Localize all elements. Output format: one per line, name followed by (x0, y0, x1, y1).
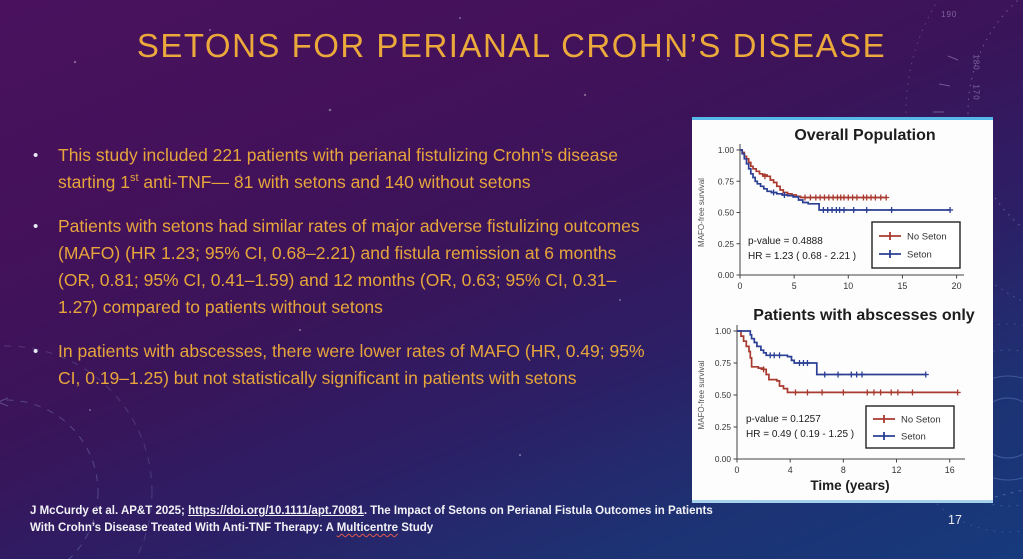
spellcheck-word: Multicentre (336, 522, 399, 534)
svg-text:MAFO-free survival: MAFO-free survival (697, 360, 706, 429)
svg-text:0: 0 (735, 465, 740, 475)
svg-text:0.50: 0.50 (718, 208, 735, 218)
bullet-item: • This study included 221 patients with … (33, 142, 673, 196)
km-chart-abscesses-only: Patients with abscesses only 0.00 0.25 0.50… (697, 307, 975, 493)
dial-number: 170 (971, 84, 981, 101)
svg-text:MAFO-free survival: MAFO-free survival (697, 178, 706, 247)
svg-text:0.25: 0.25 (715, 422, 732, 432)
page-number: 17 (948, 513, 962, 527)
svg-text:0.75: 0.75 (715, 358, 732, 368)
svg-text:Seton: Seton (901, 432, 926, 443)
svg-text:0.75: 0.75 (718, 176, 735, 186)
svg-text:10: 10 (843, 281, 853, 291)
bullet-text: Patients with setons had similar rates o… (58, 216, 640, 317)
km-chart-overall-population: Overall Population 0.00 0.25 0.50 0.75 1.00 0 5… (697, 127, 964, 291)
svg-text:1.00: 1.00 (718, 145, 735, 155)
bullet-marker: • (33, 343, 39, 360)
svg-text:No Seton: No Seton (901, 415, 941, 426)
svg-text:16: 16 (945, 465, 955, 475)
bullet-text: This study included 221 patients with pe… (58, 145, 618, 192)
svg-text:Seton: Seton (907, 250, 932, 261)
bullet-item: • In patients with abscesses, there were… (33, 338, 673, 392)
svg-text:Patients with abscesses only: Patients with abscesses only (753, 307, 975, 324)
svg-text:p-value = 0.4888: p-value = 0.4888 (748, 236, 823, 247)
bullet-marker: • (33, 147, 39, 164)
svg-text:Overall Population: Overall Population (794, 127, 935, 144)
svg-text:p-value = 0.1257: p-value = 0.1257 (746, 414, 821, 425)
bullet-item: • Patients with setons had similar rates… (33, 213, 673, 321)
svg-text:0.00: 0.00 (715, 454, 732, 464)
svg-text:0.25: 0.25 (718, 239, 735, 249)
figure-panel: Overall Population 0.00 0.25 0.50 0.75 1.00 0 5… (692, 117, 993, 503)
svg-text:0.50: 0.50 (715, 390, 732, 400)
svg-text:5: 5 (792, 281, 797, 291)
svg-text:8: 8 (841, 465, 846, 475)
svg-text:0: 0 (738, 281, 743, 291)
svg-text:1.00: 1.00 (715, 326, 732, 336)
svg-text:HR = 1.23 ( 0.68 - 2.21 ): HR = 1.23 ( 0.68 - 2.21 ) (748, 251, 856, 262)
svg-text:12: 12 (892, 465, 902, 475)
dial-number: 190 (941, 10, 958, 19)
svg-text:4: 4 (788, 465, 793, 475)
svg-text:No Seton: No Seton (907, 232, 947, 243)
svg-text:15: 15 (898, 281, 908, 291)
doi-link[interactable]: https://doi.org/10.1111/apt.70081 (188, 505, 364, 517)
svg-text:HR = 0.49 ( 0.19 - 1.25 ): HR = 0.49 ( 0.19 - 1.25 ) (746, 429, 854, 440)
superscript-st: st (129, 172, 139, 185)
svg-text:0.00: 0.00 (718, 270, 735, 280)
bullet-marker: • (33, 218, 39, 235)
bullet-text: In patients with abscesses, there were l… (58, 341, 645, 388)
svg-text:20: 20 (952, 281, 962, 291)
slide-title: SETONS FOR PERIANAL CROHN’S DISEASE (136, 27, 887, 64)
svg-text:Time (years): Time (years) (810, 478, 889, 493)
citation: J McCurdy et al. AP&T 2025; https://doi.… (30, 505, 713, 534)
bullet-list: • This study included 221 patients with … (33, 142, 673, 409)
